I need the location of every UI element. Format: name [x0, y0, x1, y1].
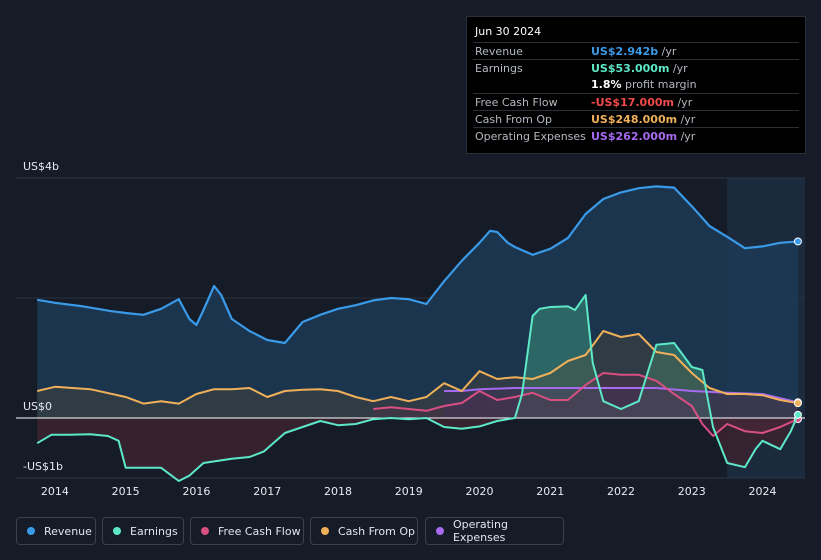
x-tick-label: 2014	[41, 485, 69, 498]
tooltip-row-margin: 1.8% profit margin	[473, 76, 799, 93]
chart-tick-layer: US$4b US$0 -US$1b 2014 2015 2016 2017 2018 2019 2…	[23, 160, 777, 498]
x-tick-label: 2015	[112, 485, 140, 498]
revenue-end-marker	[793, 237, 802, 246]
tooltip-date: Jun 30 2024	[475, 25, 542, 38]
earnings-line	[36, 294, 799, 482]
y-tick-label: US$4b	[23, 160, 59, 173]
tooltip-row-cfo: Cash From Op US$248.000m /yr	[473, 110, 799, 128]
x-tick-label: 2021	[536, 485, 564, 498]
financial-history-chart[interactable]: US$4b US$0 -US$1b 2014 2015 2016 2017 2018 2019 2…	[0, 0, 821, 510]
chart-background-layer	[16, 177, 805, 481]
tooltip-panel: Jun 30 2024 Revenue US$2.942b /yr Earnin…	[466, 16, 806, 154]
legend-label: Cash From Op	[338, 524, 416, 538]
legend-label: Free Cash Flow	[218, 524, 301, 538]
x-tick-label: 2018	[324, 485, 352, 498]
y-tick-label: US$0	[23, 400, 52, 413]
legend-item-revenue[interactable]: Revenue	[16, 517, 96, 545]
fcf-line	[373, 372, 799, 437]
legend-label: Revenue	[44, 524, 92, 538]
tooltip-label: Revenue	[475, 45, 523, 58]
legend-item-cash-from-op[interactable]: Cash From Op	[310, 517, 418, 545]
chart-series-layer	[36, 185, 802, 482]
tooltip-value: US$262.000m /yr	[591, 130, 696, 143]
x-tick-label: 2017	[253, 485, 281, 498]
tooltip-label: Cash From Op	[475, 113, 553, 126]
earnings-area-negative	[37, 418, 798, 481]
x-tick-label: 2020	[465, 485, 493, 498]
revenue-dot-icon	[27, 527, 35, 535]
legend-item-free-cash-flow[interactable]: Free Cash Flow	[190, 517, 304, 545]
cfo-line	[36, 330, 799, 405]
x-tick-label: 2023	[678, 485, 706, 498]
tooltip-value: US$53.000m /yr	[591, 62, 688, 75]
earnings-end-marker	[793, 410, 802, 419]
fcf-area	[373, 373, 798, 436]
legend-label: Operating Expenses	[452, 518, 508, 544]
legend-item-earnings[interactable]: Earnings	[102, 517, 184, 545]
cfo-area	[37, 331, 798, 418]
tooltip-value: -US$17.000m /yr	[591, 96, 693, 109]
x-tick-label: 2019	[395, 485, 423, 498]
legend-item-operating-expenses[interactable]: Operating Expenses	[425, 517, 564, 545]
tooltip-row-revenue: Revenue US$2.942b /yr	[473, 42, 799, 60]
tooltip-label: Free Cash Flow	[475, 96, 558, 109]
x-tick-label: 2016	[182, 485, 210, 498]
tooltip-row-earnings: Earnings US$53.000m /yr	[473, 59, 799, 77]
x-tick-label: 2024	[749, 485, 777, 498]
opex-dot-icon	[436, 527, 444, 535]
tooltip-label: Operating Expenses	[475, 130, 586, 143]
tooltip-label: Earnings	[475, 62, 523, 75]
fcf-dot-icon	[201, 527, 209, 535]
tooltip-row-fcf: Free Cash Flow -US$17.000m /yr	[473, 93, 799, 111]
tooltip-value: US$2.942b /yr	[591, 45, 677, 58]
tooltip-value: US$248.000m /yr	[591, 113, 696, 126]
tooltip-value: 1.8% profit margin	[591, 78, 697, 91]
cfo-dot-icon	[321, 527, 329, 535]
legend-label: Earnings	[130, 524, 178, 538]
earnings-dot-icon	[113, 527, 121, 535]
revenue-line	[37, 185, 798, 345]
tooltip-row-opex: Operating Expenses US$262.000m /yr	[473, 127, 799, 145]
x-tick-label: 2022	[607, 485, 635, 498]
y-tick-label: -US$1b	[23, 460, 63, 473]
cfo-end-marker	[793, 399, 802, 408]
